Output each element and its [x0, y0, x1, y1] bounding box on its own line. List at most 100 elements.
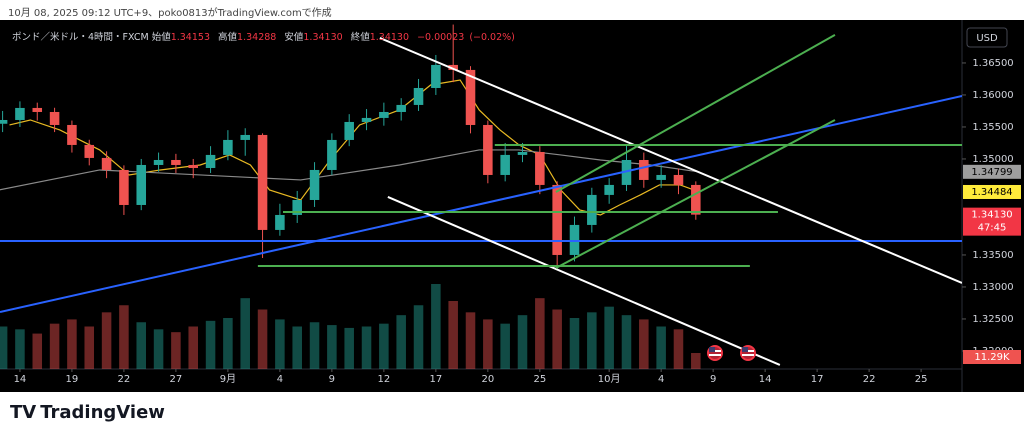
candle-body — [136, 164, 147, 205]
high-value: 1.34288 — [237, 32, 277, 43]
x-tick-label: 20 — [481, 374, 494, 385]
candle — [465, 66, 476, 369]
countdown: 47:45 — [978, 223, 1007, 234]
candle-body — [552, 184, 562, 255]
volume-bar — [240, 298, 250, 369]
volume-bar — [101, 312, 112, 369]
candle — [361, 109, 372, 369]
close-label: 終値 — [350, 32, 370, 43]
volume-bar — [413, 305, 424, 369]
candle-body — [431, 64, 441, 88]
x-tick-label: 9 — [710, 374, 716, 385]
volume-bar — [223, 318, 233, 369]
x-tick-label: 22 — [863, 374, 876, 385]
candle — [448, 24, 458, 369]
candle-body — [535, 151, 545, 185]
candle — [49, 107, 60, 369]
change-value: −0.00023 — [417, 32, 465, 43]
candle — [153, 152, 164, 369]
candle-body — [32, 107, 43, 112]
volume-bar — [188, 326, 198, 369]
x-tick-label: 10月 — [598, 373, 621, 385]
volume-bar — [483, 319, 493, 369]
header: 10月 08, 2025 09:12 UTC+9、poko0813がTradin… — [8, 8, 332, 19]
y-tick-label: 1.35500 — [972, 122, 1013, 133]
volume-bar — [535, 298, 545, 369]
price-tag — [963, 184, 1021, 199]
volume-bar — [292, 326, 302, 369]
price-tag-label: 1.34130 — [971, 210, 1012, 221]
candle — [535, 146, 545, 369]
candle-body — [205, 154, 216, 168]
x-tick-label: 27 — [170, 374, 183, 385]
candle — [517, 142, 528, 369]
candle-body — [517, 151, 528, 155]
brand-logo: 𝗧𝗩 TradingView — [10, 402, 165, 423]
price-tag — [963, 164, 1021, 179]
candle — [379, 102, 389, 369]
candle-body — [604, 184, 614, 195]
volume-bar — [639, 319, 649, 369]
trend-line — [0, 95, 962, 313]
candle — [67, 120, 77, 369]
volume-bar — [691, 353, 701, 369]
candle — [275, 203, 285, 369]
candle-body — [587, 194, 597, 225]
brand-name: TradingView — [40, 402, 165, 423]
symbol: ポンド／米ドル・4時間・FXCM — [12, 32, 149, 43]
volume-bar — [569, 318, 580, 369]
y-tick-label: 1.33500 — [972, 250, 1013, 261]
moving-average — [0, 149, 700, 191]
price-tag — [963, 207, 1021, 236]
volume-bar — [49, 323, 60, 369]
candle — [223, 130, 233, 369]
candle-body — [673, 174, 684, 185]
x-tick-label: 4 — [277, 374, 283, 385]
legend: ポンド／米ドル・4時間・FXCM 始値1.34153 高値1.34288 安値1… — [12, 29, 520, 43]
x-tick-label: 4 — [658, 374, 664, 385]
logo-mark: 𝗧𝗩 — [10, 402, 37, 423]
volume-bar — [379, 323, 389, 369]
volume-bar — [431, 284, 441, 369]
candle-body — [15, 107, 25, 120]
chart-background — [0, 20, 1024, 392]
candle — [205, 146, 216, 369]
volume-bar — [673, 329, 684, 369]
candle-body — [240, 134, 250, 140]
currency-button[interactable] — [966, 27, 1008, 48]
candle-body — [621, 159, 632, 185]
candle-body — [101, 157, 112, 170]
candle — [171, 153, 181, 369]
candle-body — [396, 104, 406, 112]
candle-body — [448, 64, 458, 70]
volume-bar — [15, 329, 25, 369]
candle-body — [292, 199, 302, 215]
volume-bar — [0, 326, 8, 369]
volume-bar — [396, 315, 406, 369]
volume-bar — [587, 312, 597, 369]
currency-label[interactable]: USD — [976, 33, 998, 44]
high-label: 高値 — [218, 32, 238, 43]
candle-body — [327, 139, 337, 170]
candle-body — [153, 159, 164, 165]
candle-body — [188, 164, 198, 168]
candle — [552, 181, 562, 369]
volume-bar — [361, 326, 372, 369]
candle — [292, 190, 302, 369]
volume-bar — [344, 327, 354, 369]
volume-bar — [67, 319, 77, 369]
candle — [188, 158, 198, 369]
candle — [587, 187, 597, 369]
trend-line — [379, 37, 962, 284]
change-percent: (−0.02%) — [469, 32, 515, 43]
candle-body — [119, 169, 129, 205]
candle — [101, 151, 112, 369]
x-tick-label: 17 — [429, 374, 442, 385]
candle-body — [223, 139, 233, 155]
low-value: 1.34130 — [303, 32, 343, 43]
candle — [396, 98, 406, 369]
candle — [136, 158, 147, 369]
price-tag-label: 1.34484 — [971, 187, 1012, 198]
x-tick-label: 19 — [66, 374, 79, 385]
volume-tag-label: 11.29K — [974, 352, 1010, 363]
